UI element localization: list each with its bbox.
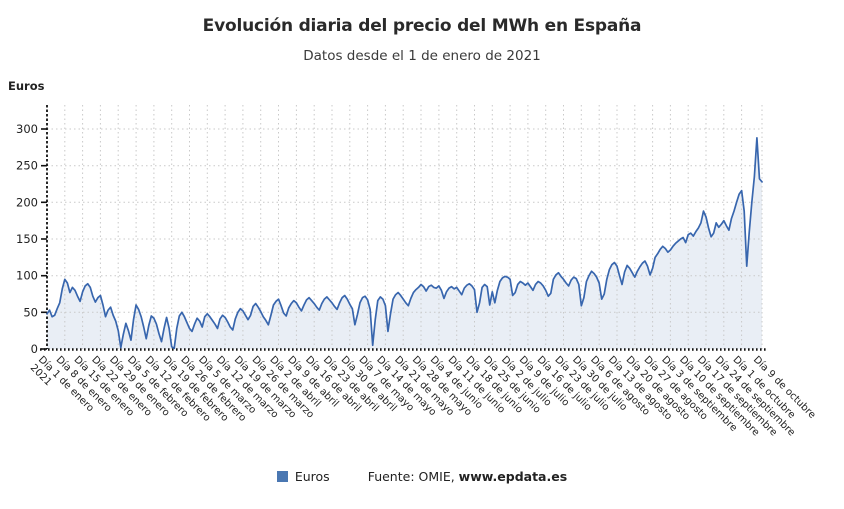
series-area-fill (47, 137, 762, 349)
y-tick-label: 100 (16, 269, 38, 283)
y-tick-label: 300 (16, 122, 38, 136)
y-tick-label: 250 (16, 159, 38, 173)
source-text: Fuente: OMIE, www.epdata.es (368, 469, 567, 484)
legend-label: Euros (294, 469, 330, 484)
y-tick-label: 50 (23, 305, 38, 319)
legend-item-euros: Euros (276, 469, 330, 484)
gridlines (46, 105, 763, 349)
y-tick-label: 0 (31, 342, 38, 356)
y-tick-label: 200 (16, 195, 38, 209)
source-prefix: Fuente: OMIE, (367, 469, 459, 484)
chart-footer: Euros Fuente: OMIE, www.epdata.es (0, 469, 844, 484)
series-line (46, 136, 763, 350)
y-tick-label: 150 (16, 232, 38, 246)
legend-swatch (276, 471, 288, 482)
y-axis-title: Euros (8, 79, 45, 93)
source-site: www.epdata.es (458, 469, 568, 484)
page-subtitle: Datos desde el 1 de enero de 2021 (303, 48, 541, 64)
page-title: Evolución diaria del precio del MWh en E… (202, 16, 642, 36)
